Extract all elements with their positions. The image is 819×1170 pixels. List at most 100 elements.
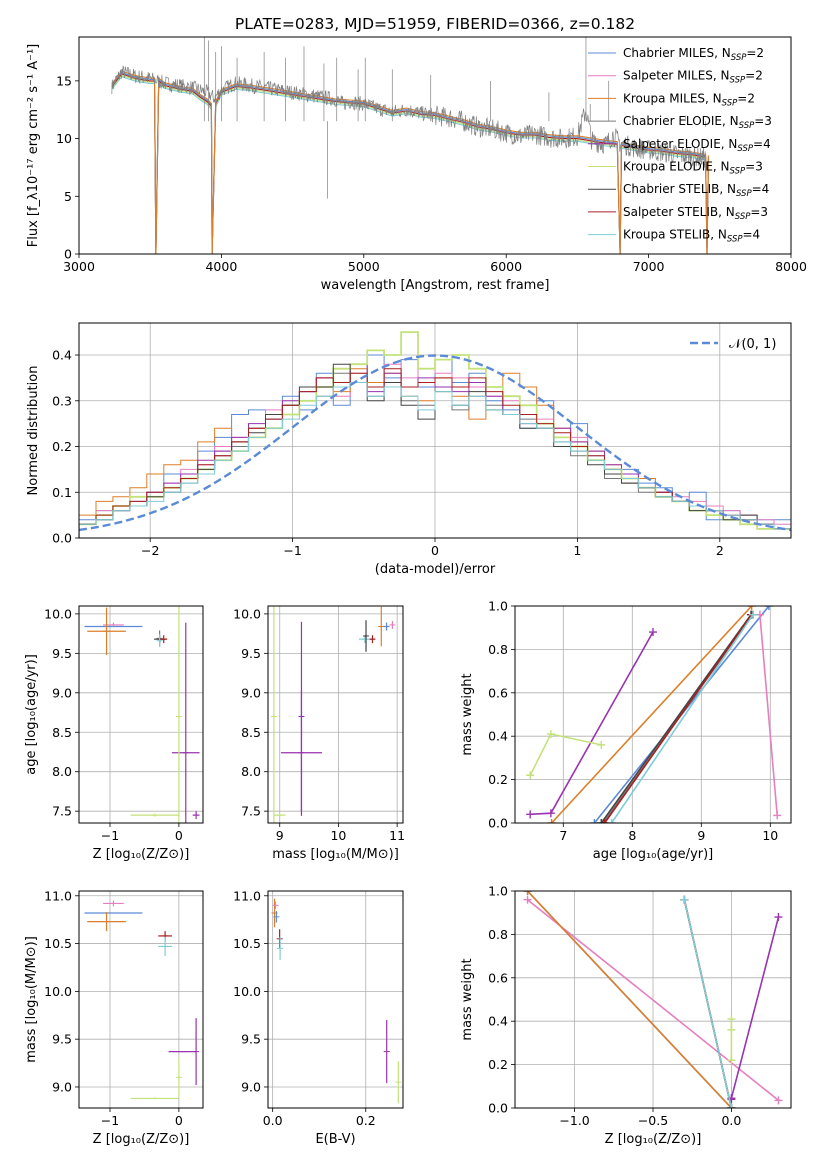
- plot-frame: [78, 36, 792, 255]
- weight-line: [527, 899, 779, 1102]
- plus-marker: [727, 1056, 736, 1065]
- y-tick-label: 7.5: [241, 804, 261, 819]
- data-spectrum-line: [111, 65, 706, 168]
- y-tick-label: 11.0: [44, 888, 72, 903]
- plus-marker: [590, 819, 599, 823]
- histogram-lines: [79, 331, 791, 538]
- plus-marker: [774, 1096, 783, 1105]
- x-tick-label: 9: [697, 828, 705, 843]
- spectrum-panel: 3000 4000 5000 6000 7000 8000 0 5 10 15 wavelength…: [26, 36, 807, 293]
- y-tick-label: 0.1: [52, 485, 72, 500]
- weight-line: [530, 631, 654, 816]
- plus-marker: [600, 819, 609, 823]
- errorbars: [84, 606, 200, 823]
- legend-entry: Chabrier ELODIE, NSSP=3: [623, 114, 772, 131]
- y-tick-label: 0.2: [488, 1057, 508, 1072]
- y-axis-label: mass weight: [460, 673, 475, 755]
- x-tick-label: 9: [276, 828, 284, 843]
- x-tick-label: 11: [389, 828, 405, 843]
- massweight_vs_age-panel: 7 8 9 10 0.0 0.2 0.4 0.6 0.8 1.0 age [log₁₀(age/yr…: [460, 599, 792, 862]
- plus-marker: [747, 606, 756, 610]
- x-tick-label: 4000: [205, 259, 237, 274]
- x-tick-label: −2: [141, 543, 159, 558]
- y-tick-label: 0.0: [488, 1101, 508, 1116]
- y-tick-label: 5: [64, 189, 72, 204]
- y-tick-label: 10: [56, 131, 72, 146]
- x-tick-label: 0.0: [263, 1113, 283, 1128]
- legend-entry: Salpeter ELODIE, NSSP=4: [623, 137, 771, 154]
- plot-frame: [267, 605, 404, 824]
- legend-entry: Salpeter STELIB, NSSP=3: [623, 205, 768, 222]
- x-axis-label: Z [log₁₀(Z/Z⊙)]: [93, 1132, 190, 1147]
- plot-frame: [514, 605, 792, 824]
- plus-marker: [523, 891, 532, 895]
- weight-line: [551, 606, 753, 823]
- weight-line: [730, 916, 780, 1100]
- errorbars: [271, 898, 402, 1104]
- y-axis-label: Normed distribution: [26, 366, 41, 496]
- plot-frame: [267, 890, 404, 1109]
- y-tick-label: 10.0: [233, 606, 261, 621]
- y-tick-label: 1.0: [488, 884, 508, 899]
- mass_vs_ebv-panel: 0.0 0.2 9.0 9.5 10.0 10.5 11.0 E(B-V): [233, 888, 404, 1147]
- y-axis-label: mass [log₁₀(M/M⊙)]: [24, 936, 39, 1063]
- gaussian-dashed-line: [79, 354, 791, 532]
- plot-frame: [78, 605, 204, 824]
- x-tick-label: 6000: [490, 259, 522, 274]
- y-tick-label: 0.6: [488, 685, 508, 700]
- mass_vs_Z-panel: −1 0 9.0 9.5 10.0 10.5 11.0 Z [log₁₀(Z/Z⊙)] mass…: [24, 888, 204, 1147]
- errorbars: [270, 606, 396, 823]
- plus-marker: [727, 1104, 736, 1108]
- legend-entry: Kroupa MILES, NSSP=2: [623, 91, 755, 108]
- y-tick-label: 0.8: [488, 927, 508, 942]
- y-tick-label: 9.5: [241, 646, 261, 661]
- y-tick-label: 10.0: [44, 984, 72, 999]
- x-axis-label: Z [log₁₀(Z/Z⊙)]: [93, 847, 190, 862]
- y-tick-label: 7.5: [52, 804, 72, 819]
- y-tick-label: 0.2: [488, 772, 508, 787]
- y-tick-label: 9.0: [241, 1079, 261, 1094]
- legend-entry: Kroupa ELODIE, NSSP=3: [623, 160, 763, 177]
- plot-frame: [78, 322, 792, 539]
- x-tick-label: 10: [762, 828, 778, 843]
- y-axis-label: mass weight: [460, 958, 475, 1040]
- y-tick-label: 8.0: [241, 764, 261, 779]
- y-tick-label: 0.4: [52, 348, 72, 363]
- plus-marker: [546, 809, 555, 818]
- weight-line: [604, 614, 753, 823]
- x-tick-label: −1: [101, 828, 119, 843]
- y-tick-label: 9.0: [52, 1079, 72, 1094]
- y-tick-label: 10.5: [233, 936, 261, 951]
- weight-lines: [523, 891, 783, 1108]
- y-tick-label: 9.0: [52, 685, 72, 700]
- plus-marker: [755, 610, 764, 619]
- x-axis-label: (data-model)/error: [375, 562, 496, 577]
- x-axis-label: wavelength [Angstrom, rest frame]: [321, 278, 550, 293]
- weight-line: [529, 733, 602, 776]
- x-tick-label: −0.5: [638, 1113, 668, 1128]
- x-tick-label: −1: [283, 543, 301, 558]
- y-tick-label: 0.6: [488, 970, 508, 985]
- plus-marker: [727, 1015, 736, 1024]
- plus-marker: [523, 895, 532, 904]
- x-axis-label: mass [log₁₀(M/M⊙)]: [272, 847, 399, 862]
- y-tick-label: 0.0: [488, 816, 508, 831]
- legend-entry: Chabrier STELIB, NSSP=4: [623, 182, 769, 199]
- y-tick-label: 15: [56, 73, 72, 88]
- weight-line: [610, 614, 754, 823]
- histogram-step-line: [79, 382, 791, 538]
- weight-line: [683, 899, 733, 1108]
- plus-marker: [727, 1025, 736, 1034]
- plus-marker: [607, 819, 616, 823]
- spectrum-lines: [111, 37, 709, 254]
- errorbars: [84, 900, 200, 1100]
- plus-marker: [526, 810, 535, 819]
- y-axis-label: Flux [f_λ10⁻¹⁷ erg cm⁻² s⁻¹ A⁻¹]: [26, 44, 41, 248]
- plus-marker: [764, 606, 773, 610]
- legend-entry: Chabrier MILES, NSSP=2: [623, 46, 764, 63]
- weight-line: [600, 614, 752, 823]
- age_vs_Z-panel: −1 0 7.5 8.0 8.5 9.0 9.5 10.0 Z [log₁₀(Z/Z⊙)] age…: [24, 605, 204, 862]
- x-tick-label: 2: [716, 543, 724, 558]
- x-tick-label: 5000: [348, 259, 380, 274]
- x-tick-label: 7000: [633, 259, 665, 274]
